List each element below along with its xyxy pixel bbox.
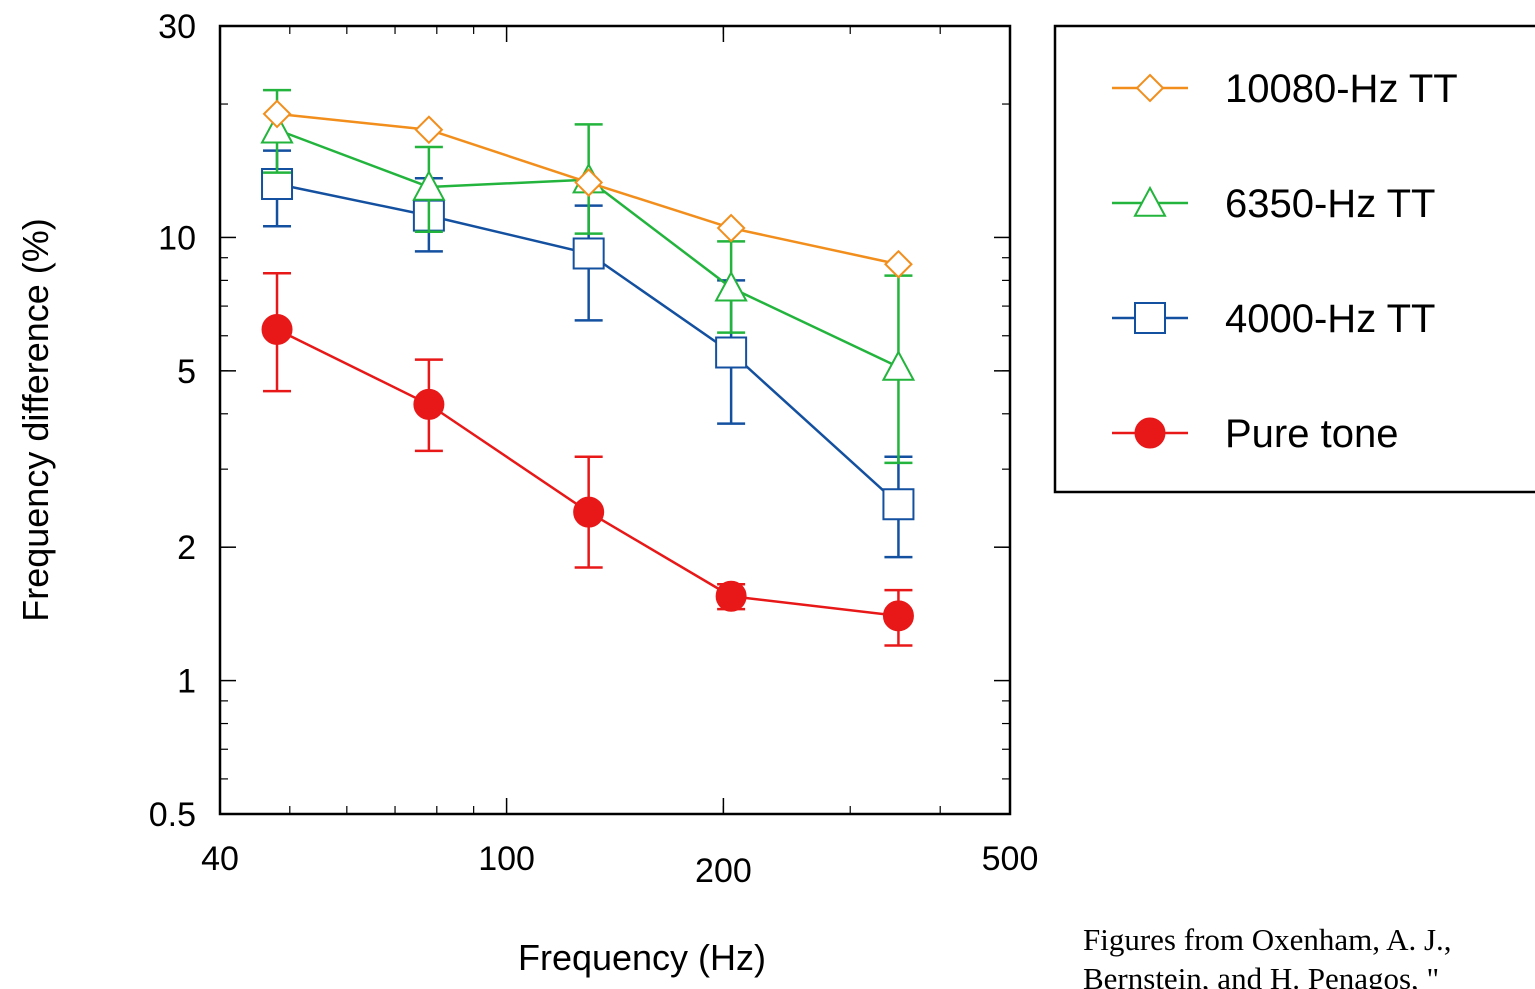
data-point	[414, 115, 444, 145]
legend-marker	[1133, 185, 1167, 217]
series-4000-hz-tt	[261, 149, 915, 559]
citation-line-1: Figures from Oxenham, A. J.,	[1083, 922, 1452, 957]
x-tick-label: 40	[201, 840, 239, 878]
data-point	[881, 349, 916, 381]
data-point	[261, 168, 294, 201]
y-tick-label: 5	[177, 353, 196, 391]
citation-text: Figures from Oxenham, A. J., Bernstein, …	[1083, 920, 1535, 989]
x-tick-label: 100	[478, 840, 535, 878]
y-tick-label: 30	[158, 8, 196, 46]
data-point	[261, 313, 293, 345]
legend-box	[1053, 24, 1535, 494]
plot-frame	[218, 24, 1012, 816]
data-point	[262, 99, 292, 129]
data-point	[715, 336, 748, 369]
data-point	[572, 237, 605, 270]
y-tick-label: 1	[177, 663, 196, 701]
series-10080-hz-tt	[262, 99, 913, 279]
data-point	[260, 112, 294, 144]
y-axis-title: Frequency difference (%)	[15, 218, 56, 622]
x-axis-title: Frequency (Hz)	[518, 937, 766, 978]
data-point	[574, 168, 604, 197]
legend-marker	[1134, 417, 1166, 449]
y-tick-label: 10	[158, 219, 196, 257]
data-point	[882, 488, 915, 521]
data-point	[412, 169, 446, 201]
series-pure-tone	[261, 272, 914, 647]
legend-label: 4000-Hz TT	[1225, 297, 1435, 341]
legend: 10080-Hz TT 6350-Hz TT 4000-Hz TT Pure tone	[1053, 24, 1535, 494]
data-point	[884, 249, 913, 279]
legend-marker	[1134, 302, 1166, 334]
data-point	[882, 600, 914, 632]
data-point	[573, 496, 605, 528]
legend-label: 6350-Hz TT	[1225, 182, 1435, 226]
x-tick-label: 500	[982, 840, 1039, 878]
legend-label: Pure tone	[1225, 412, 1398, 456]
data-point	[714, 270, 748, 302]
y-tick-label: 0.5	[149, 796, 196, 834]
citation-line-2: Bernstein, and H. Penagos, "	[1083, 961, 1440, 989]
data-point	[715, 580, 747, 612]
data-point	[413, 388, 445, 420]
legend-marker	[1135, 73, 1165, 103]
y-tick-label: 2	[177, 529, 196, 567]
plot-layer: 40 100 200 500 0.5 1 2 5 10 30	[149, 8, 1039, 890]
x-tick-label: 200	[695, 852, 752, 890]
data-point	[716, 213, 746, 243]
legend-label: 10080-Hz TT	[1225, 67, 1458, 111]
